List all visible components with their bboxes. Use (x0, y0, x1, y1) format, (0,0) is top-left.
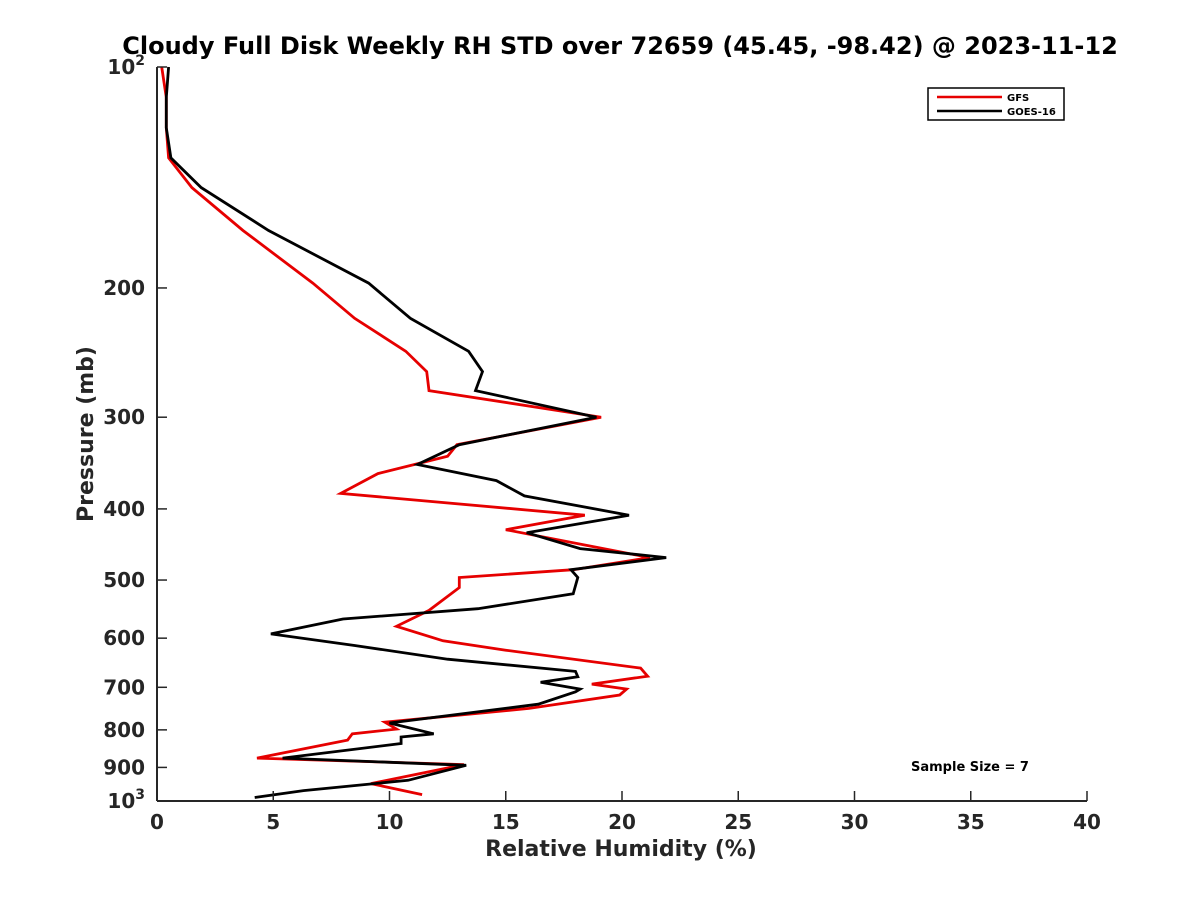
x-tick-label: 30 (841, 810, 869, 834)
y-tick-label: 700 (103, 675, 145, 699)
y-tick-label: 900 (103, 755, 145, 779)
x-tick-label: 15 (492, 810, 520, 834)
series-line-goes16 (164, 66, 667, 799)
x-tick-label: 40 (1073, 810, 1101, 834)
y-tick-label: 600 (103, 626, 145, 650)
x-tick-label: 35 (957, 810, 985, 834)
x-tick-label: 20 (608, 810, 636, 834)
x-tick-label: 10 (376, 810, 404, 834)
y-tick-label: 800 (103, 718, 145, 742)
series-line-gfs (160, 66, 651, 796)
y-tick-label: 500 (103, 568, 145, 592)
x-tick-label: 0 (150, 810, 164, 834)
x-tick-label: 25 (724, 810, 752, 834)
legend-label-goes16: GOES-16 (1007, 107, 1056, 118)
y-ticks: 102 200 300 400 500 600 700 800 900 103 (103, 53, 167, 813)
legend: GFS GOES-16 (927, 87, 1065, 121)
chart-title: Cloudy Full Disk Weekly RH STD over 7265… (122, 32, 1118, 60)
x-ticks: 0 5 10 15 20 25 30 35 40 (150, 791, 1101, 834)
y-tick-label: 102 (107, 53, 145, 79)
series-layer (160, 66, 667, 799)
legend-box (927, 87, 1065, 121)
sample-size-annotation: Sample Size = 7 (911, 760, 1029, 775)
x-axis-label: Relative Humidity (%) (485, 837, 757, 862)
y-tick-label: 200 (103, 276, 145, 300)
y-tick-label: 300 (103, 405, 145, 429)
y-tick-label: 103 (107, 787, 145, 813)
y-axis-label: Pressure (mb) (74, 346, 99, 522)
y-tick-label: 400 (103, 497, 145, 521)
legend-label-gfs: GFS (1007, 93, 1029, 104)
x-tick-label: 5 (266, 810, 280, 834)
